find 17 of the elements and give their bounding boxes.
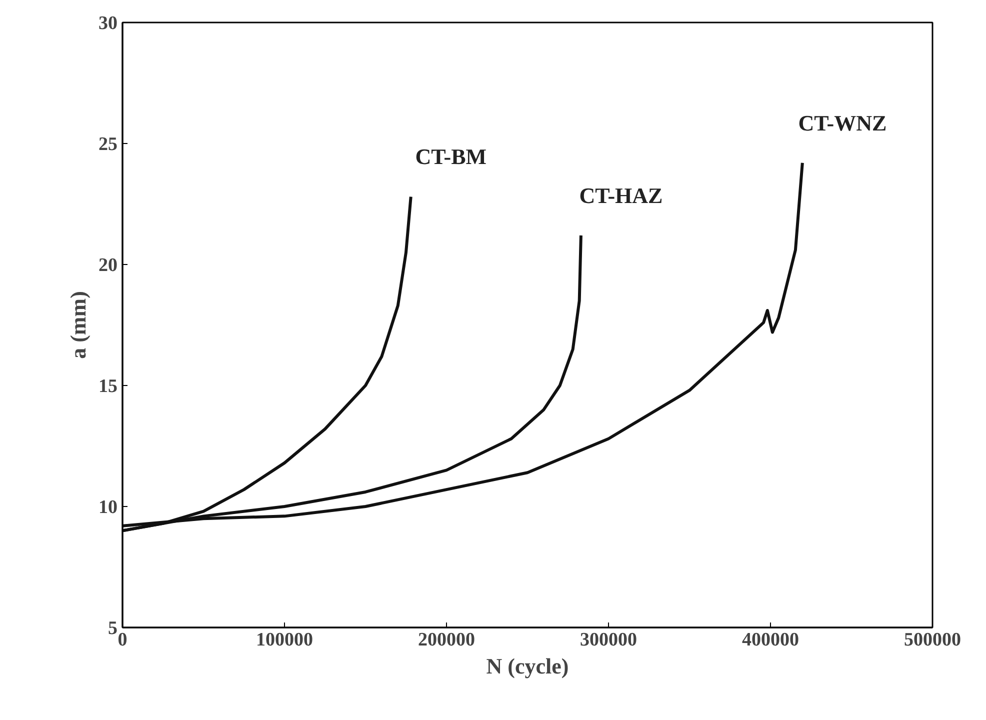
x-tick-label: 200000 — [418, 630, 475, 650]
x-tick-label: 500000 — [904, 630, 961, 650]
y-tick-label: 15 — [98, 376, 118, 397]
y-tick-label: 5 — [108, 618, 118, 639]
y-tick-label: 30 — [98, 13, 118, 34]
series-label: CT-BM — [415, 144, 487, 170]
x-tick-label: 0 — [118, 630, 128, 650]
y-tick-label: 10 — [98, 497, 118, 518]
x-tick-label: 400000 — [742, 630, 799, 650]
x-tick-label: 300000 — [580, 630, 637, 650]
x-axis-title: N (cycle) — [486, 654, 569, 678]
y-tick-label: 25 — [98, 134, 118, 155]
x-tick-label: 100000 — [256, 630, 313, 650]
y-axis-title: a (mm) — [66, 291, 90, 359]
series-label: CT-HAZ — [579, 182, 663, 208]
y-tick-label: 20 — [98, 255, 118, 276]
series-label: CT-WNZ — [798, 110, 887, 136]
